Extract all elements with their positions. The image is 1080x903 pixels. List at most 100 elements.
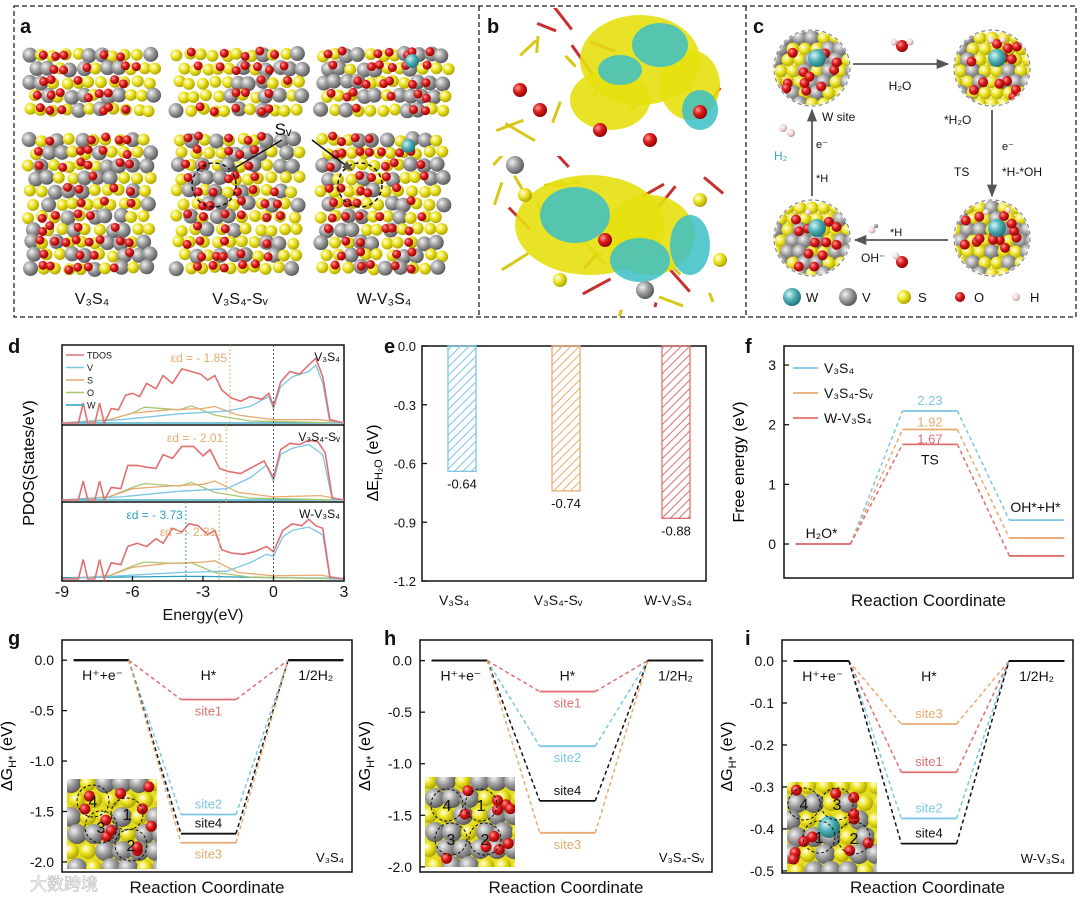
- atom-O: [240, 61, 250, 71]
- energy-connector: [235, 659, 289, 701]
- atom-S: [142, 105, 155, 118]
- atom-O: [272, 199, 282, 209]
- atom-O: [76, 198, 86, 208]
- atom-V: [417, 132, 433, 148]
- atom-O: [831, 221, 842, 232]
- atom-O: [63, 182, 73, 192]
- bond: [708, 292, 715, 303]
- legend-label: TDOS: [87, 351, 112, 361]
- atom-O: [356, 261, 366, 271]
- atom-S: [105, 145, 118, 158]
- atom-O: [45, 105, 55, 115]
- atom-V: [379, 132, 395, 148]
- atom-S: [137, 133, 150, 146]
- x-tick-label: -6: [125, 584, 139, 601]
- atom-O: [250, 172, 260, 182]
- atom-S: [35, 185, 48, 198]
- atom-V: [433, 48, 449, 64]
- y-axis-label: Free energy (eV): [731, 402, 748, 523]
- atom-S: [478, 858, 494, 867]
- atom-V: [170, 157, 186, 173]
- site-number: 2: [481, 832, 490, 849]
- atom-O: [131, 841, 143, 853]
- atom-S: [138, 62, 151, 75]
- state-label: H₂O*: [806, 525, 838, 541]
- vacancy-label: Sᵥ: [275, 120, 292, 139]
- atom-O: [955, 292, 965, 302]
- energy-connector: [848, 660, 902, 725]
- atom-V: [131, 247, 147, 263]
- pdos-curve-v: [61, 443, 344, 501]
- atom-O: [218, 251, 228, 261]
- atom-S: [430, 62, 443, 75]
- surface-model: [775, 31, 849, 105]
- atom-O: [109, 263, 119, 273]
- atom-S: [364, 48, 377, 61]
- energy-connector: [955, 660, 1010, 819]
- energy-connector: [235, 659, 289, 843]
- atom-S: [279, 223, 292, 236]
- atom-O: [361, 79, 371, 89]
- site-number: 4: [800, 797, 809, 814]
- atom-O: [480, 841, 492, 853]
- charge-depletion-isosurface: [670, 215, 710, 275]
- y-tick-label: 0.0: [393, 653, 413, 669]
- atom-S: [961, 75, 975, 89]
- x-axis-label: Reaction Coordinate: [850, 878, 1005, 897]
- atom-V: [142, 246, 158, 262]
- bond: [495, 118, 524, 133]
- atom-O: [183, 133, 193, 143]
- atom-O: [395, 148, 405, 158]
- atom-S: [781, 97, 795, 105]
- energy-connector: [127, 659, 182, 843]
- atom-O: [126, 186, 136, 196]
- atom-O: [351, 103, 361, 113]
- atom-S: [1021, 31, 1029, 45]
- atom-O: [110, 222, 120, 232]
- atom-O: [243, 135, 253, 145]
- energy-path-site3: site3: [73, 659, 344, 862]
- site-label: site4: [195, 816, 222, 831]
- atom-S: [391, 236, 404, 249]
- atom-O: [105, 825, 117, 837]
- atom-S: [793, 201, 807, 215]
- atom-S: [789, 863, 805, 872]
- atom-O: [57, 105, 67, 115]
- atom-S: [439, 90, 452, 103]
- vacancy-circle: [337, 162, 383, 208]
- atom-O: [236, 249, 246, 259]
- atom-O: [50, 236, 60, 246]
- atom-S: [841, 223, 849, 237]
- atom-O: [386, 91, 396, 101]
- panel-label-e: e: [384, 336, 395, 358]
- atom-V: [75, 132, 91, 148]
- atom-S: [278, 104, 291, 117]
- atom-S: [874, 796, 877, 810]
- plot-frame: [781, 639, 1074, 874]
- atom-V: [775, 222, 784, 238]
- atom-S: [423, 145, 436, 158]
- atom-S: [329, 236, 342, 249]
- energy-path-site4: site4: [793, 660, 1065, 845]
- material-label: V₃S₄: [316, 850, 344, 865]
- atom-V: [286, 131, 302, 147]
- atom-O: [809, 261, 820, 272]
- site-number: 2: [850, 831, 859, 848]
- atom-S: [252, 250, 265, 263]
- atom-S: [277, 249, 290, 262]
- atom-O: [1002, 43, 1013, 54]
- crystal-structure: [22, 46, 162, 118]
- atom-O: [806, 831, 818, 843]
- atom-S: [265, 145, 278, 158]
- atom-V: [487, 777, 507, 791]
- bond: [564, 54, 577, 68]
- atom-O: [39, 249, 49, 259]
- atom-S: [244, 103, 257, 116]
- legend-item-s: S: [897, 290, 927, 305]
- atom-O: [336, 251, 346, 261]
- ts-barrier-label: 2.23: [917, 393, 942, 408]
- atom-S: [367, 210, 380, 223]
- atom-S: [261, 158, 274, 171]
- energy-connector: [128, 659, 182, 701]
